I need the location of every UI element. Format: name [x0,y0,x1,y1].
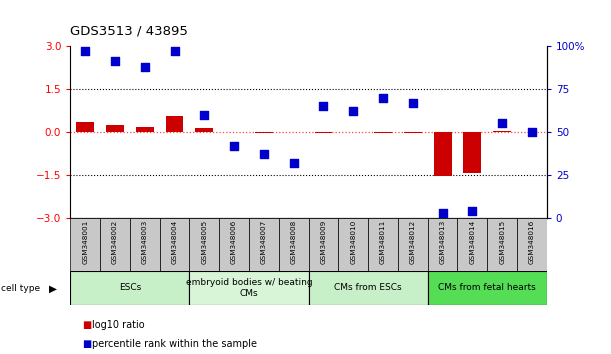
Bar [106,125,124,132]
Text: CMs from fetal hearts: CMs from fetal hearts [439,284,536,292]
Bar [189,271,309,305]
Point [289,160,299,166]
Bar [189,218,219,271]
Text: log10 ratio: log10 ratio [92,320,144,330]
Text: embryoid bodies w/ beating
CMs: embryoid bodies w/ beating CMs [186,278,312,298]
Bar [374,132,392,133]
Bar [70,218,100,271]
Bar [70,271,189,305]
Bar [493,131,511,132]
Text: GSM348016: GSM348016 [529,220,535,264]
Bar [76,122,94,132]
Text: GSM348008: GSM348008 [291,220,297,264]
Text: GSM348011: GSM348011 [380,220,386,264]
Text: GSM348005: GSM348005 [201,220,207,264]
Text: GSM348001: GSM348001 [82,220,88,264]
Bar [196,129,213,132]
Text: GSM348012: GSM348012 [410,220,416,264]
Point [378,95,388,101]
Bar [279,218,309,271]
Text: GSM348014: GSM348014 [469,220,475,264]
Point [318,103,328,109]
Bar [517,218,547,271]
Bar [309,218,338,271]
Bar [130,218,159,271]
Point [348,108,358,114]
Point [259,152,269,157]
Point [229,143,239,148]
Text: GSM348002: GSM348002 [112,220,118,264]
Bar [434,132,452,176]
Text: GDS3513 / 43895: GDS3513 / 43895 [70,24,188,37]
Text: GSM348010: GSM348010 [350,220,356,264]
Point [527,129,537,135]
Bar [255,132,273,133]
Point [170,48,180,54]
Bar [458,218,488,271]
Bar [368,218,398,271]
Bar [100,218,130,271]
Text: cell type: cell type [1,284,40,293]
Point [497,120,507,126]
Bar [219,218,249,271]
Text: GSM348007: GSM348007 [261,220,267,264]
Bar [398,218,428,271]
Bar [249,218,279,271]
Point [408,100,418,105]
Text: ■: ■ [82,320,92,330]
Text: GSM348009: GSM348009 [320,220,326,264]
Text: percentile rank within the sample: percentile rank within the sample [92,339,257,349]
Point [467,208,477,214]
Bar [159,218,189,271]
Bar [315,132,332,133]
Point [80,48,90,54]
Text: CMs from ESCs: CMs from ESCs [334,284,402,292]
Bar [166,116,183,132]
Bar [309,271,428,305]
Bar [338,218,368,271]
Point [110,59,120,64]
Text: GSM348003: GSM348003 [142,220,148,264]
Bar [136,127,154,132]
Bar [404,132,422,133]
Text: GSM348013: GSM348013 [439,220,445,264]
Point [140,64,150,69]
Bar [463,132,481,173]
Text: GSM348004: GSM348004 [172,220,178,264]
Text: ESCs: ESCs [119,284,141,292]
Bar [428,218,458,271]
Bar [428,271,547,305]
Text: ■: ■ [82,339,92,349]
Text: GSM348015: GSM348015 [499,220,505,264]
Text: GSM348006: GSM348006 [231,220,237,264]
Text: ▶: ▶ [49,284,57,293]
Point [199,112,209,118]
Bar [488,218,517,271]
Point [437,210,447,215]
